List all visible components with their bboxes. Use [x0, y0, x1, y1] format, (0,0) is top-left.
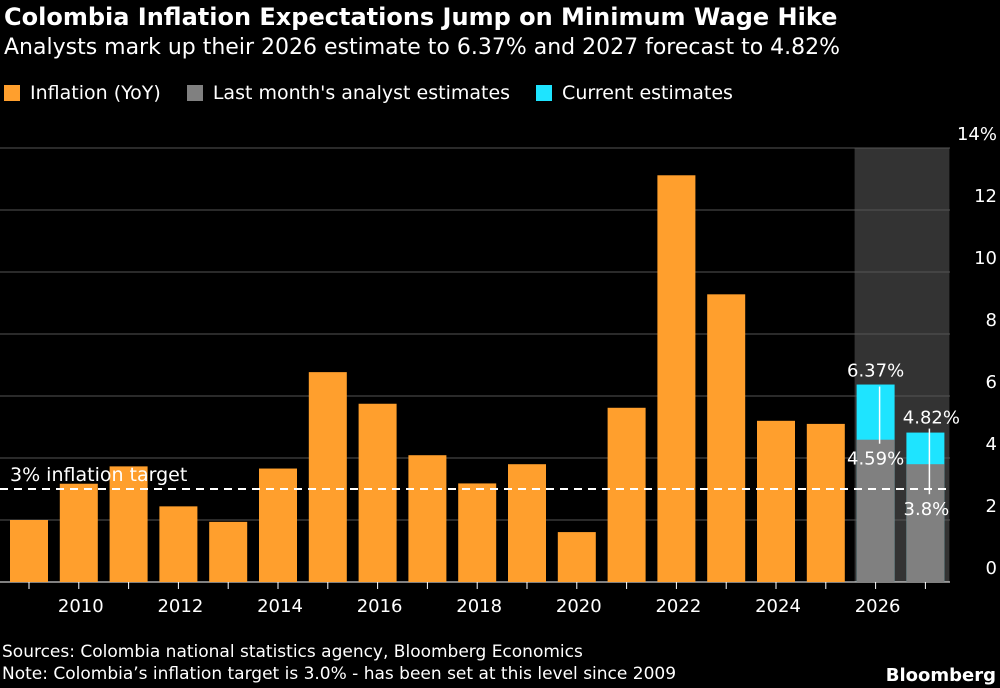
legend-item-inflation: Inflation (YoY) — [4, 82, 161, 104]
x-tick-label: 2016 — [357, 596, 403, 617]
x-tick-label: 2014 — [257, 596, 303, 617]
bloomberg-logo: Bloomberg — [885, 665, 996, 686]
bar-inflation-2025 — [806, 423, 845, 582]
bar-inflation-2012 — [159, 506, 198, 582]
bar-last-month-estimate-2026 — [856, 439, 895, 582]
bar-inflation-2013 — [209, 521, 248, 582]
bar-inflation-2023 — [707, 294, 746, 582]
bar-inflation-2009 — [10, 520, 48, 582]
y-tick-label: 8 — [986, 310, 997, 331]
x-tick-label: 2022 — [655, 596, 701, 617]
legend-item-last-month: Last month's analyst estimates — [186, 82, 511, 104]
x-tick-label: 2012 — [157, 596, 203, 617]
bar-inflation-2019 — [508, 464, 546, 582]
bar-inflation-2017 — [408, 455, 447, 582]
legend-swatch-inflation — [4, 85, 20, 101]
sources-note: Sources: Colombia national statistics ag… — [2, 642, 583, 662]
bar-last-month-estimate-2027 — [906, 464, 945, 582]
x-tick-label: 2024 — [755, 596, 801, 617]
bar-inflation-2020 — [557, 532, 596, 582]
x-tick-label: 2026 — [855, 596, 901, 617]
chart-subtitle: Analysts mark up their 2026 estimate to … — [4, 35, 841, 60]
y-tick-label: 0 — [986, 558, 997, 579]
legend-swatch-last-month — [186, 85, 203, 101]
legend-swatch-current — [536, 85, 553, 101]
bar-inflation-2024 — [757, 420, 795, 582]
bar-inflation-2011 — [109, 466, 148, 582]
bar-inflation-2016 — [358, 403, 397, 582]
y-tick-label: 4 — [986, 434, 997, 455]
legend-label-inflation: Inflation (YoY) — [30, 82, 161, 104]
x-tick-label: 2010 — [58, 596, 104, 617]
chart-title: Colombia Inflation Expectations Jump on … — [4, 3, 838, 31]
x-tick-label: 2018 — [456, 596, 502, 617]
data-label-current-2027: 4.82% — [903, 408, 960, 429]
legend: Inflation (YoY) Last month's analyst est… — [4, 82, 759, 104]
legend-label-current: Current estimates — [562, 82, 733, 104]
bar-inflation-2021 — [607, 407, 646, 582]
data-label-current-2026: 6.37% — [847, 361, 904, 382]
bar-inflation-2015 — [308, 372, 347, 582]
footnote: Note: Colombia’s inflation target is 3.0… — [2, 664, 677, 684]
y-tick-label: 6 — [986, 372, 997, 393]
bar-inflation-2010 — [59, 483, 98, 582]
bar-inflation-2022 — [657, 175, 696, 582]
x-tick-label: 2020 — [556, 596, 602, 617]
inflation-target-label: 3% inflation target — [10, 464, 187, 486]
legend-label-last-month: Last month's analyst estimates — [212, 82, 511, 104]
y-tick-label: 2 — [986, 496, 997, 517]
bar-inflation-2014 — [259, 468, 297, 582]
y-tick-label: 12 — [974, 186, 997, 207]
data-label-previous-2026: 4.59% — [847, 449, 904, 470]
bar-inflation-2018 — [458, 483, 497, 582]
data-label-previous-2027: 3.8% — [904, 499, 950, 520]
legend-item-current: Current estimates — [536, 82, 733, 104]
y-tick-label: 10 — [974, 248, 997, 269]
y-tick-label: 14% — [957, 124, 997, 145]
